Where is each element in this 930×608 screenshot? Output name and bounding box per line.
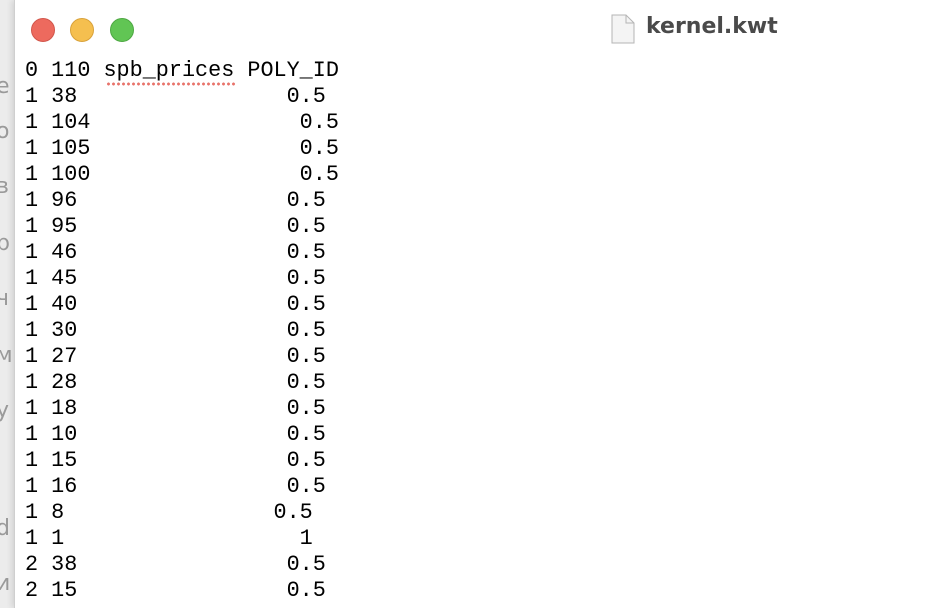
- text-line: 2 15 0.5: [25, 578, 326, 603]
- background-text: м: [0, 343, 13, 368]
- close-button[interactable]: [31, 18, 55, 42]
- spelling-underline: [106, 82, 237, 86]
- background-text: и: [0, 571, 11, 596]
- window-title: kernel.kwt: [646, 14, 778, 39]
- text-line: 1 104 0.5: [25, 110, 339, 135]
- text-line: 1 30 0.5: [25, 318, 326, 343]
- text-line: 1 27 0.5: [25, 344, 326, 369]
- zoom-button[interactable]: [110, 18, 134, 42]
- text-line: 1 45 0.5: [25, 266, 326, 291]
- text-line: 1 18 0.5: [25, 396, 326, 421]
- background-text: в: [0, 174, 9, 199]
- background-text: ч: [0, 286, 9, 311]
- text-line: 1 105 0.5: [25, 136, 339, 161]
- title-bar: kernel.kwt: [15, 0, 930, 56]
- text-line: 1 8 0.5: [25, 500, 313, 525]
- text-line: 1 46 0.5: [25, 240, 326, 265]
- text-editor-window: kernel.kwt 0 110 spb_prices POLY_ID 1 38 …: [14, 0, 930, 608]
- text-line: 1 1 1: [25, 526, 313, 551]
- document-icon: [611, 14, 635, 44]
- text-line: 0 110 spb_prices POLY_ID: [25, 58, 339, 83]
- text-line: 1 28 0.5: [25, 370, 326, 395]
- background-text: о: [0, 119, 10, 144]
- text-line: 1 15 0.5: [25, 448, 326, 473]
- text-line: 1 95 0.5: [25, 214, 326, 239]
- text-line: 1 40 0.5: [25, 292, 326, 317]
- minimize-button[interactable]: [70, 18, 94, 42]
- text-line: 1 10 0.5: [25, 422, 326, 447]
- background-text: d: [0, 516, 10, 541]
- text-line: 1 16 0.5: [25, 474, 326, 499]
- text-line: 2 38 0.5: [25, 552, 326, 577]
- background-text: е: [0, 74, 10, 99]
- text-line: 1 100 0.5: [25, 162, 339, 187]
- text-line: 1 38 0.5: [25, 84, 326, 109]
- text-line: 1 96 0.5: [25, 188, 326, 213]
- background-text: у: [0, 398, 10, 423]
- background-text: р: [0, 231, 10, 256]
